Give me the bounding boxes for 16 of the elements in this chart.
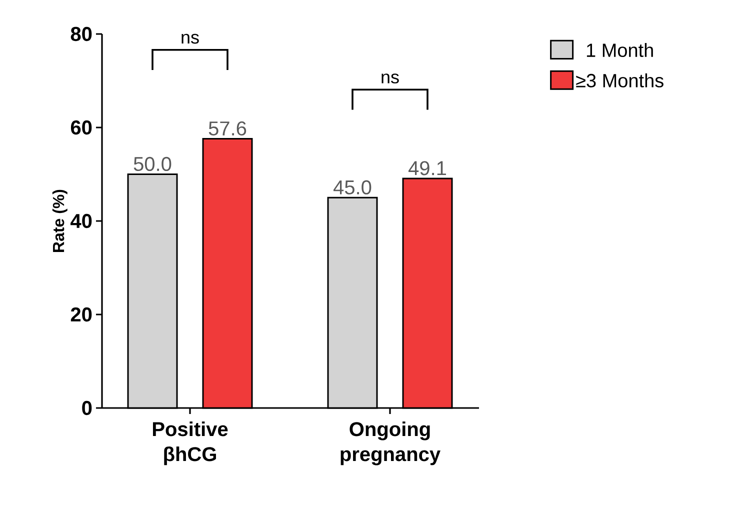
data-label: 49.1 <box>408 161 446 176</box>
legend-label: ≥3 Months <box>576 73 664 88</box>
y-tick-label: 80 <box>70 26 92 42</box>
y-tick-label: 20 <box>70 307 92 322</box>
data-label: 50.0 <box>134 156 172 172</box>
data-label: 57.6 <box>208 121 246 136</box>
annotation: ns <box>382 74 399 84</box>
annotation: ns <box>182 34 199 44</box>
y-tick-label: 0 <box>82 400 92 416</box>
x-tick-label: Positive βhCG <box>152 422 228 466</box>
data-label: 45.0 <box>333 180 372 194</box>
y-tick-label: 60 <box>70 120 92 135</box>
legend-label: 1 Month <box>586 43 653 58</box>
x-tick-label: Ongoing pregnancy <box>340 422 440 466</box>
y-tick-label: 40 <box>70 214 92 228</box>
y-axis-title: Rate (%) <box>52 190 68 252</box>
